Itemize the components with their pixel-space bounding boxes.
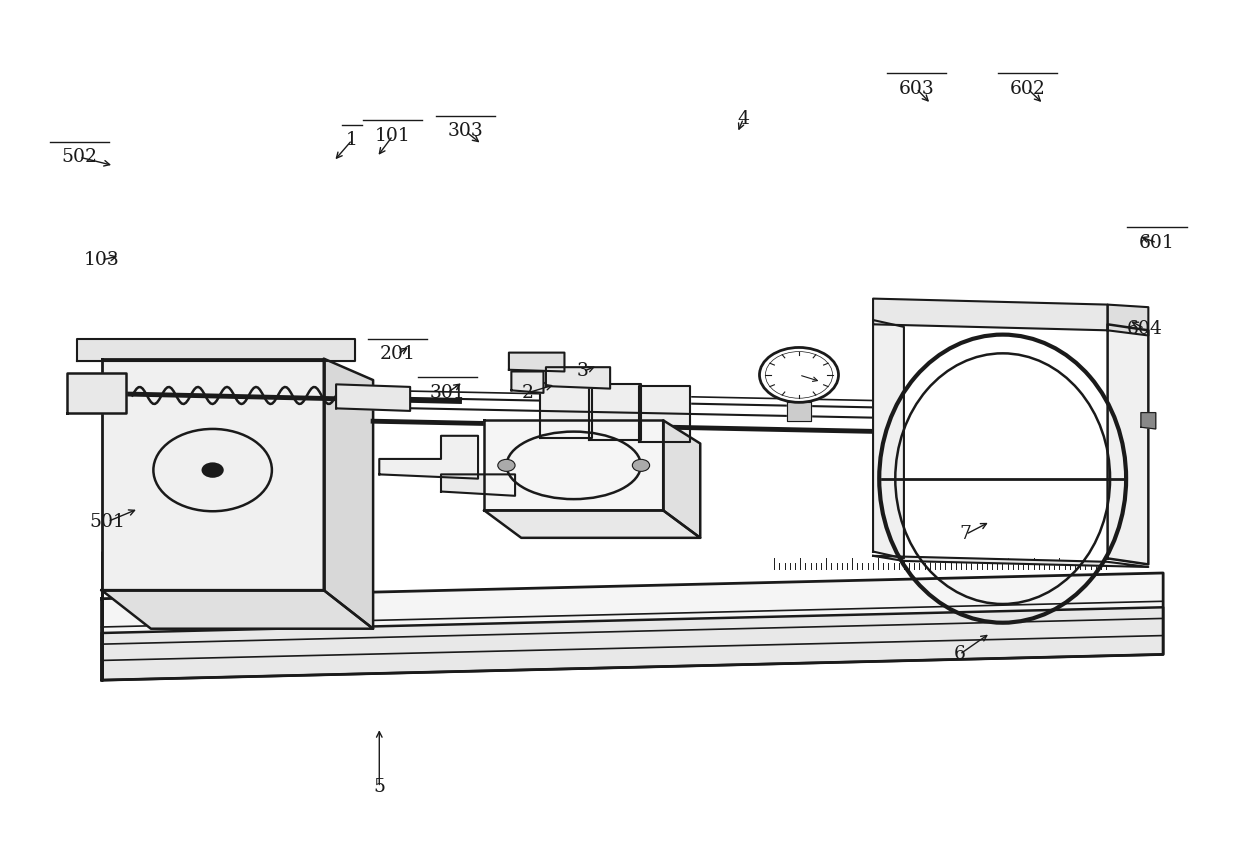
Polygon shape [1107,305,1148,336]
Circle shape [202,463,223,478]
Text: 601: 601 [1140,234,1174,252]
Polygon shape [508,353,564,371]
Polygon shape [873,320,904,558]
Polygon shape [102,359,324,590]
Text: 303: 303 [448,123,484,141]
Polygon shape [484,420,663,510]
Text: 1: 1 [346,131,358,149]
Polygon shape [484,510,701,538]
Text: 603: 603 [899,79,934,98]
Text: 301: 301 [429,384,465,402]
Polygon shape [102,590,373,629]
Polygon shape [1141,413,1156,429]
Polygon shape [546,367,610,388]
Circle shape [497,459,515,471]
Polygon shape [511,371,543,393]
Text: 5: 5 [373,778,386,797]
Text: 4: 4 [738,110,749,128]
Text: 101: 101 [374,127,410,145]
Polygon shape [379,436,479,479]
Polygon shape [1107,324,1148,564]
Polygon shape [336,384,410,411]
Text: 604: 604 [1127,319,1163,337]
Polygon shape [639,386,691,442]
Polygon shape [873,556,1148,567]
Polygon shape [873,299,1107,331]
Circle shape [632,459,650,471]
Polygon shape [67,373,126,413]
Text: 2: 2 [521,384,533,402]
Polygon shape [77,339,355,362]
Polygon shape [102,608,1163,680]
Polygon shape [786,402,811,421]
Circle shape [759,348,838,402]
Polygon shape [441,475,515,496]
Polygon shape [589,384,641,440]
Polygon shape [663,420,701,538]
Text: 7: 7 [960,526,972,544]
Text: 6: 6 [954,646,966,664]
Polygon shape [539,382,591,438]
Text: 502: 502 [61,148,97,166]
Text: 602: 602 [1009,79,1045,98]
Text: 3: 3 [577,362,589,381]
Text: 501: 501 [89,513,125,531]
Text: 201: 201 [379,345,415,363]
Polygon shape [324,359,373,629]
Polygon shape [102,573,1163,680]
Text: 103: 103 [83,251,119,269]
